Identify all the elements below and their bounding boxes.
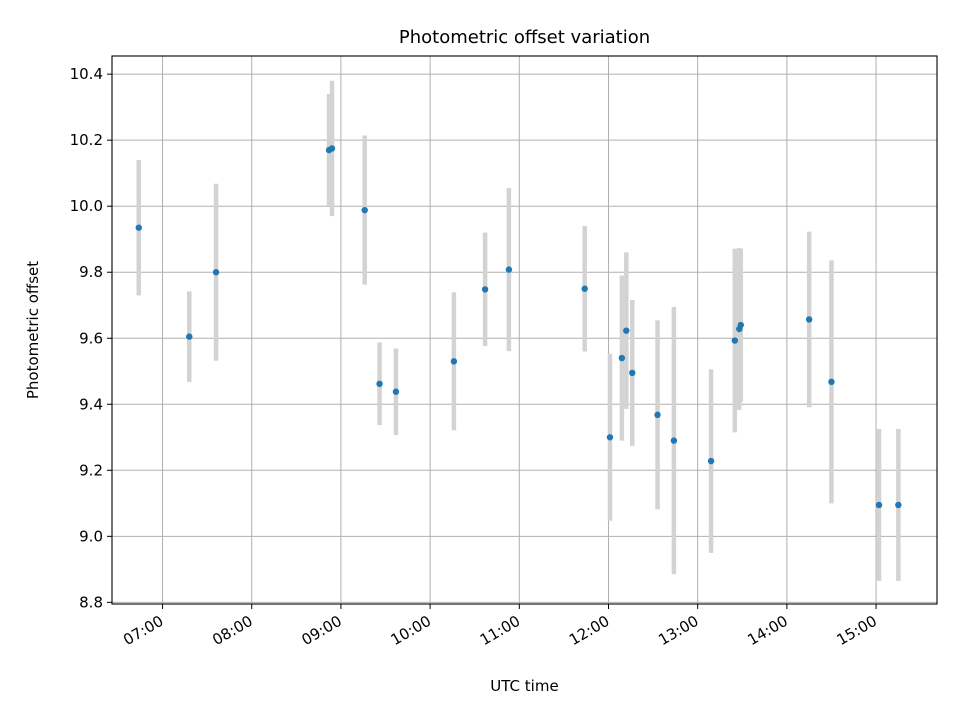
y-axis-ticks: 8.8 9.0 9.2 9.4 9.6 9.8 10.0 10.2 10.4	[70, 65, 112, 611]
y-tick-label: 9.6	[79, 329, 103, 347]
data-point	[623, 327, 630, 334]
data-point	[135, 224, 142, 231]
data-point	[731, 337, 739, 344]
data-point	[875, 501, 883, 509]
y-tick-label: 10.4	[70, 65, 103, 83]
data-point	[707, 457, 715, 465]
data-point	[392, 388, 400, 395]
data-point	[629, 369, 636, 377]
y-tick-label: 10.2	[70, 131, 103, 149]
chart-title: Photometric offset variation	[399, 27, 650, 48]
data-point	[828, 378, 835, 386]
data-point	[186, 333, 193, 340]
data-point	[737, 321, 744, 329]
data-point	[450, 358, 458, 365]
data-point	[581, 285, 588, 292]
y-tick-label: 9.0	[79, 527, 103, 545]
y-tick-label: 8.8	[79, 593, 103, 611]
data-point	[328, 145, 336, 152]
y-tick-label: 9.2	[79, 461, 103, 479]
data-point	[481, 286, 489, 293]
data-point	[376, 380, 383, 388]
y-tick-label: 9.4	[79, 395, 103, 413]
y-tick-label: 10.0	[70, 197, 103, 215]
data-point	[212, 269, 220, 276]
y-tick-label: 9.8	[79, 263, 103, 281]
y-axis-label: Photometric offset	[24, 261, 42, 399]
data-points	[135, 145, 902, 509]
x-axis-label: UTC time	[490, 677, 558, 695]
data-point	[361, 206, 368, 214]
data-point	[805, 316, 813, 323]
data-point	[618, 354, 626, 362]
data-point	[606, 434, 614, 441]
data-point	[505, 266, 513, 273]
data-point	[654, 411, 661, 419]
grid-lines	[112, 56, 937, 604]
plot-frame	[111, 55, 938, 605]
data-point	[895, 501, 902, 509]
data-point	[670, 437, 678, 444]
